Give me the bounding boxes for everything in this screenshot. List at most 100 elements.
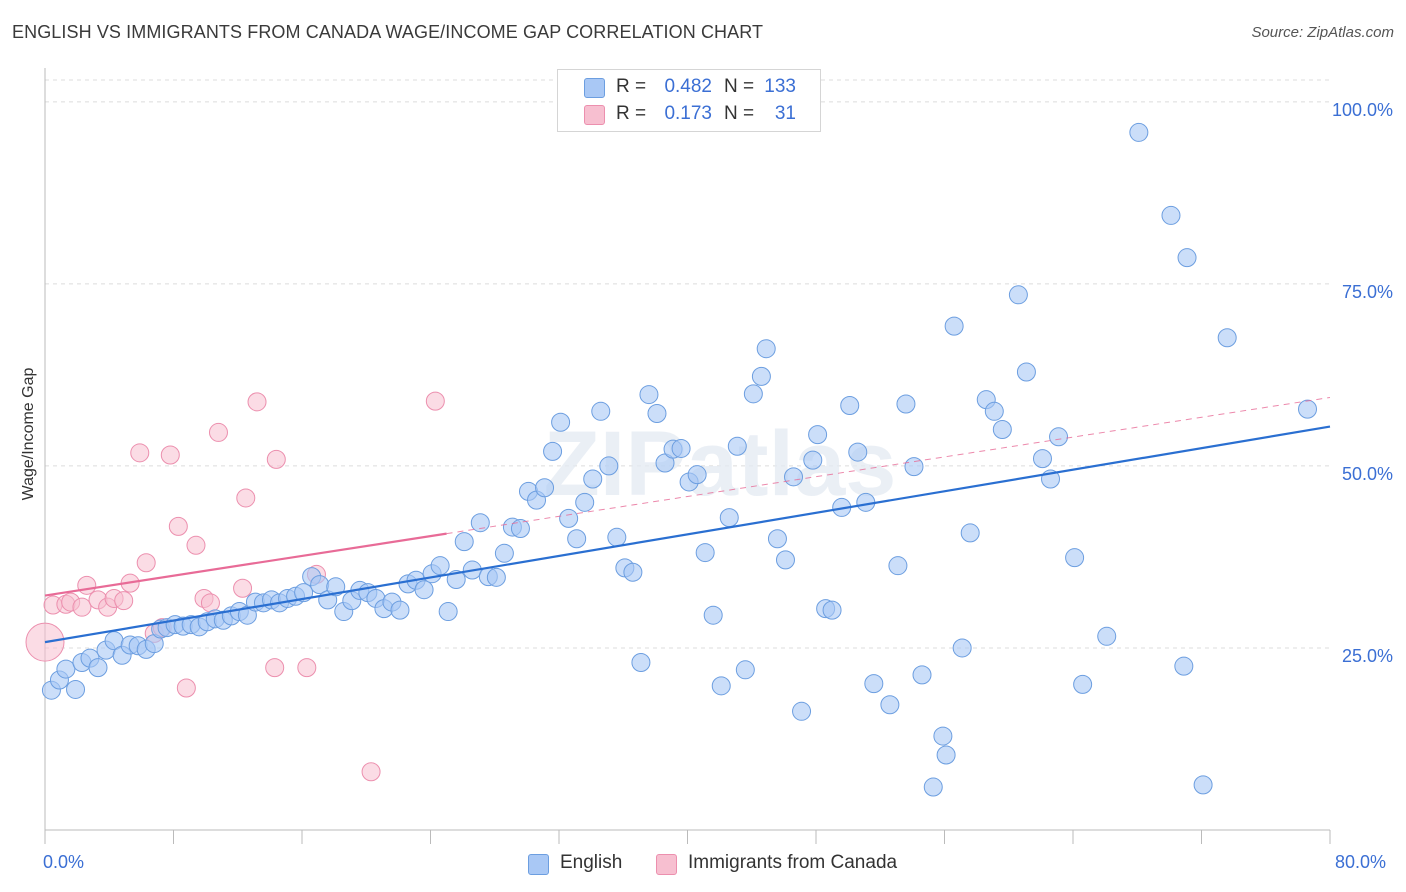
r-value: 0.173 [664, 103, 712, 124]
canada-point [233, 578, 253, 598]
english-point [784, 467, 804, 487]
n-value: 133 [764, 76, 796, 97]
english-point [1016, 362, 1036, 382]
english-point [1193, 775, 1213, 795]
english-point [1065, 548, 1085, 568]
canada-point [114, 591, 134, 611]
english-point [756, 339, 776, 359]
canada-swatch [584, 105, 605, 125]
english-point [695, 543, 715, 563]
r-label: R = [616, 103, 647, 124]
canada-point [200, 593, 220, 613]
english-point [639, 385, 659, 405]
english-point [960, 523, 980, 543]
english-point [735, 660, 755, 680]
english-point [933, 726, 953, 746]
canada-trend-line [44, 532, 447, 597]
canada-point [176, 678, 196, 698]
english-point [751, 366, 771, 386]
english-point [792, 701, 812, 721]
english-point [984, 401, 1004, 421]
canada-point [361, 762, 381, 782]
trend-lines [44, 396, 1331, 644]
english-point [1177, 248, 1197, 268]
english-point [727, 436, 747, 456]
english-point [647, 403, 667, 423]
y-tick-label: 75.0% [1342, 282, 1393, 302]
english-point [56, 659, 76, 679]
english-point [1161, 205, 1181, 225]
english-point [535, 478, 555, 498]
r-value: 0.482 [664, 76, 712, 97]
english-point [599, 456, 619, 476]
english-point [470, 513, 490, 533]
legend-row-canada: R = 0.173 N = 31 [558, 101, 820, 127]
english-point [510, 519, 530, 539]
english-point [1032, 449, 1052, 469]
english-point [607, 527, 627, 547]
english-point [952, 638, 972, 658]
english-point [1217, 328, 1237, 348]
canada-point [72, 597, 92, 617]
canada-point [160, 445, 180, 465]
source-credit: Source: ZipAtlas.com [1251, 24, 1394, 41]
english-point [767, 529, 787, 549]
english-point [1097, 626, 1117, 646]
english-point [390, 600, 410, 620]
english-point [880, 695, 900, 715]
english-point [896, 394, 916, 414]
english-point [936, 745, 956, 765]
english-point [591, 401, 611, 421]
y-axis-label: Wage/Income Gap [20, 367, 37, 501]
english-trend-line [44, 425, 1331, 644]
english-point [944, 316, 964, 336]
english-point [671, 438, 691, 458]
english-point [1073, 674, 1093, 694]
n-value: 31 [774, 103, 796, 124]
x-tick-label-max: 80.0% [1335, 852, 1387, 872]
english-swatch [584, 78, 605, 98]
english-point [848, 442, 868, 462]
n-label: N = [724, 76, 755, 97]
canada-swatch [656, 854, 677, 875]
english-point [840, 395, 860, 415]
canada-point [77, 575, 97, 595]
legend-row-english: R = 0.482 N = 133 [558, 74, 820, 100]
english-point [430, 556, 450, 576]
english-point [888, 556, 908, 576]
english-point [1129, 122, 1149, 142]
english-swatch [528, 854, 549, 875]
english-point [803, 450, 823, 470]
x-tick-label-min: 0.0% [43, 852, 85, 872]
english-point [543, 441, 563, 461]
axes [44, 68, 1331, 844]
english-point [711, 676, 731, 696]
canada-point [266, 449, 286, 469]
r-label: R = [616, 76, 647, 97]
english-point [66, 679, 86, 699]
english-point [575, 492, 595, 512]
english-point [703, 605, 723, 625]
canada-point [297, 658, 317, 678]
y-tick-label: 25.0% [1342, 646, 1393, 666]
english-point [923, 777, 943, 797]
legend-label-canada: Immigrants from Canada [688, 852, 898, 873]
english-point [1008, 285, 1028, 305]
english-point [486, 567, 506, 587]
english-point [687, 465, 707, 485]
english-point [414, 580, 434, 600]
canada-point [247, 392, 267, 412]
canada-point [265, 658, 285, 678]
english-point [864, 674, 884, 694]
canada-point [208, 422, 228, 442]
english-point [775, 550, 795, 570]
canada-point [236, 488, 256, 508]
english-point [559, 508, 579, 528]
english-point [1298, 399, 1318, 419]
canada-point [186, 535, 206, 555]
english-point [719, 508, 739, 528]
n-label: N = [724, 103, 755, 124]
english-point [822, 600, 842, 620]
english-point [808, 425, 828, 445]
